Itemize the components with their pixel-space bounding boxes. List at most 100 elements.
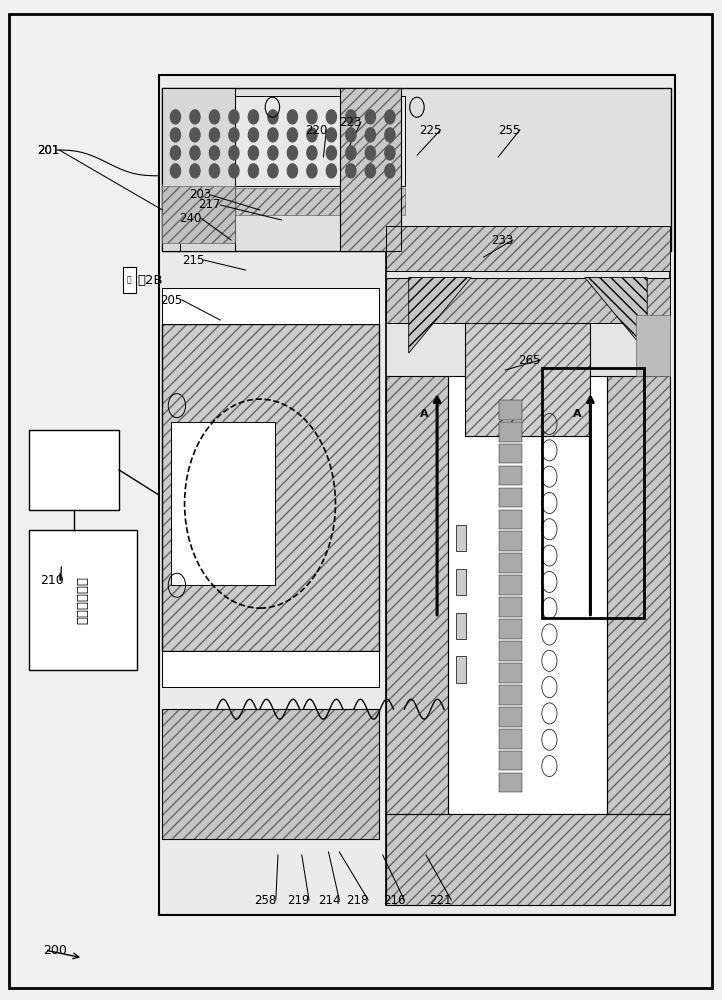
Circle shape [229, 146, 239, 160]
Circle shape [365, 146, 375, 160]
Text: 255: 255 [498, 123, 521, 136]
Circle shape [190, 164, 200, 178]
Circle shape [287, 128, 297, 142]
Circle shape [248, 164, 258, 178]
Bar [607, 376, 670, 814]
Text: 流体供应系统: 流体供应系统 [77, 576, 90, 624]
Bar [448, 376, 607, 814]
Bar [500, 531, 521, 551]
Bar [500, 553, 521, 573]
Circle shape [346, 164, 356, 178]
Bar [500, 444, 521, 463]
Bar [500, 685, 521, 705]
Bar [162, 186, 235, 243]
Circle shape [268, 164, 278, 178]
Circle shape [287, 146, 297, 160]
Bar [466, 323, 591, 436]
Circle shape [385, 110, 395, 124]
Bar [29, 530, 137, 670]
Text: 219: 219 [287, 894, 310, 906]
Bar [500, 488, 521, 507]
Circle shape [307, 110, 317, 124]
Bar [386, 278, 670, 323]
Bar [123, 267, 136, 293]
Polygon shape [585, 278, 647, 353]
Bar [500, 707, 521, 727]
Text: 203: 203 [189, 188, 212, 202]
Bar [162, 189, 180, 251]
Bar [500, 597, 521, 617]
Bar [162, 189, 180, 251]
Circle shape [170, 146, 180, 160]
Circle shape [190, 128, 200, 142]
Circle shape [209, 146, 219, 160]
Bar [386, 278, 670, 323]
Bar [162, 324, 379, 651]
Circle shape [307, 164, 317, 178]
Circle shape [346, 110, 356, 124]
Bar [386, 376, 448, 814]
Circle shape [326, 128, 336, 142]
Bar [339, 88, 401, 251]
Text: 265: 265 [518, 354, 541, 366]
Circle shape [346, 146, 356, 160]
Circle shape [326, 110, 336, 124]
Circle shape [346, 128, 356, 142]
Circle shape [385, 128, 395, 142]
Bar [386, 376, 448, 814]
Bar [162, 288, 379, 324]
Circle shape [268, 128, 278, 142]
Circle shape [385, 146, 395, 160]
Text: 205: 205 [160, 294, 183, 306]
Bar [456, 613, 466, 639]
Bar [162, 651, 379, 687]
Bar [162, 88, 235, 251]
Text: 223: 223 [339, 115, 362, 128]
Bar [500, 619, 521, 639]
Text: 233: 233 [491, 233, 513, 246]
Text: 210: 210 [40, 574, 64, 586]
Bar [542, 368, 644, 618]
Bar [386, 814, 670, 905]
Bar [162, 188, 405, 215]
Text: 214: 214 [318, 894, 340, 906]
Circle shape [326, 164, 336, 178]
Bar [500, 466, 521, 485]
Circle shape [365, 128, 375, 142]
Bar [162, 709, 379, 839]
Bar [500, 575, 521, 595]
Bar [500, 422, 521, 442]
Text: 200: 200 [43, 944, 67, 956]
Circle shape [268, 146, 278, 160]
Bar [500, 751, 521, 770]
Circle shape [248, 110, 258, 124]
Bar [162, 88, 671, 251]
Text: 225: 225 [419, 123, 441, 136]
Text: 215: 215 [182, 253, 204, 266]
Bar [386, 226, 670, 271]
Bar [386, 226, 670, 271]
Text: 图2B: 图2B [137, 273, 162, 286]
Circle shape [229, 110, 239, 124]
Text: 201: 201 [38, 143, 60, 156]
Circle shape [209, 164, 219, 178]
Text: 218: 218 [347, 894, 369, 906]
Circle shape [365, 164, 375, 178]
Bar [159, 75, 675, 915]
Bar [500, 510, 521, 529]
Bar [456, 569, 466, 595]
Bar [466, 323, 591, 436]
Text: 图: 图 [127, 275, 131, 284]
Bar [29, 430, 119, 510]
Circle shape [248, 146, 258, 160]
Circle shape [229, 164, 239, 178]
Circle shape [190, 146, 200, 160]
Circle shape [268, 110, 278, 124]
Text: 216: 216 [383, 894, 405, 906]
Circle shape [209, 110, 219, 124]
Bar [386, 814, 670, 905]
Circle shape [385, 164, 395, 178]
Text: 217: 217 [199, 198, 221, 212]
Circle shape [170, 128, 180, 142]
Bar [171, 422, 275, 585]
